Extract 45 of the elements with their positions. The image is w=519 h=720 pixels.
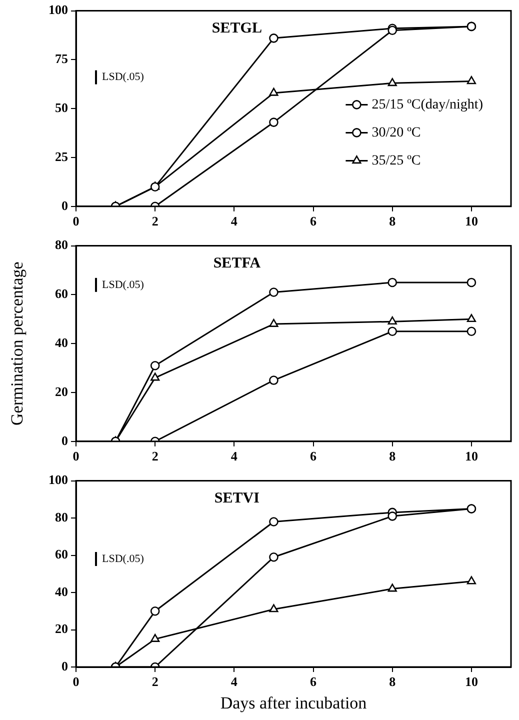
x-tick-label: 6 bbox=[310, 448, 318, 464]
x-tick-label: 4 bbox=[230, 448, 238, 464]
y-tick-label: 100 bbox=[48, 472, 68, 488]
x-tick-label: 0 bbox=[72, 214, 80, 229]
y-tick-label: 0 bbox=[62, 198, 68, 213]
annotation: LSD(.05) bbox=[102, 278, 144, 291]
y-tick-label: 60 bbox=[55, 286, 68, 302]
y-tick-label: 25 bbox=[55, 148, 68, 164]
x-tick-label: 10 bbox=[464, 674, 478, 690]
x-tick-label: 6 bbox=[310, 674, 318, 690]
text: SETFA bbox=[213, 256, 261, 272]
y-tick-label: 0 bbox=[62, 432, 68, 448]
y-tick-label: 40 bbox=[55, 584, 68, 599]
x-tick-label: 6 bbox=[310, 214, 318, 229]
y-tick-label: 0 bbox=[62, 658, 68, 674]
text: SETVI bbox=[214, 490, 260, 507]
x-tick-label: 4 bbox=[230, 674, 238, 690]
x-tick-label: 2 bbox=[152, 448, 158, 464]
y-tick-label: 75 bbox=[55, 51, 68, 66]
x-tick-label: 2 bbox=[152, 214, 158, 229]
y-tick-label: 40 bbox=[55, 334, 68, 350]
y-tick-label: 80 bbox=[55, 237, 68, 252]
x-tick-label: 8 bbox=[389, 674, 396, 690]
x-tick-label: 0 bbox=[72, 448, 80, 464]
y-tick-label: 60 bbox=[55, 546, 68, 562]
x-tick-label: 8 bbox=[389, 214, 396, 229]
x-tick-label: 8 bbox=[389, 448, 396, 464]
text: SETGL bbox=[212, 20, 262, 37]
x-tick-label: 10 bbox=[464, 448, 478, 464]
legend-label: 30/20 ºC bbox=[372, 125, 421, 140]
x-tick-label: 4 bbox=[230, 214, 238, 229]
x-tick-label: 10 bbox=[464, 214, 478, 229]
y-axis-title: Germination percentage bbox=[8, 262, 27, 426]
y-tick-label: 100 bbox=[48, 2, 68, 18]
legend-label: 25/15 ºC(day/night) bbox=[372, 97, 484, 112]
annotation: LSD(.05) bbox=[102, 71, 144, 84]
x-tick-label: 2 bbox=[152, 674, 158, 690]
annotation: LSD(.05) bbox=[102, 552, 144, 565]
y-tick-label: 20 bbox=[55, 384, 68, 399]
x-tick-label: 0 bbox=[72, 674, 80, 690]
y-tick-label: 50 bbox=[55, 100, 68, 115]
y-tick-label: 20 bbox=[55, 621, 68, 636]
x-axis-title: Days after incubation bbox=[220, 693, 368, 712]
legend-label: 35/25 ºC bbox=[372, 153, 421, 168]
y-tick-label: 80 bbox=[55, 509, 68, 524]
